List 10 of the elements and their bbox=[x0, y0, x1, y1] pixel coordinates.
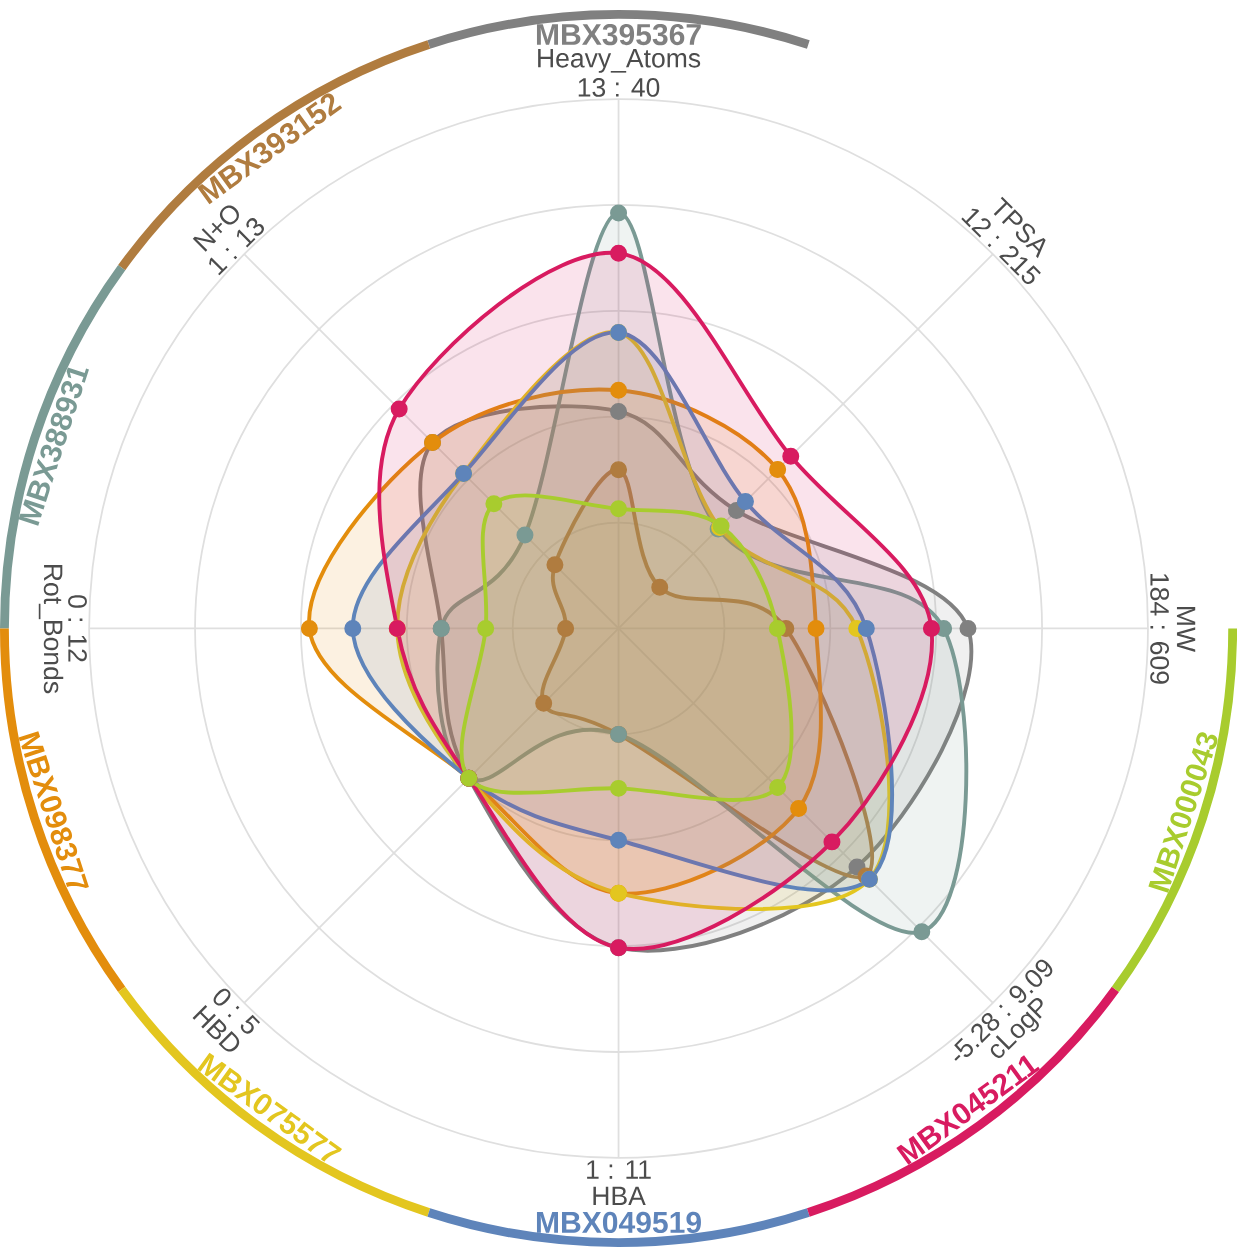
text: 13 : 40 bbox=[578, 78, 660, 97]
text: 184 : 609 bbox=[1150, 573, 1169, 684]
text: MBX049519 bbox=[536, 1211, 701, 1234]
spoke-label: MW bbox=[1176, 607, 1196, 652]
spoke-label: Rot_Bonds bbox=[38, 565, 64, 694]
text: 0 : 12 bbox=[68, 595, 87, 662]
text: MBX395367 bbox=[536, 23, 701, 46]
spoke-label: Heavy_Atoms bbox=[538, 49, 701, 73]
text: 1 : 11 bbox=[587, 1160, 651, 1179]
spoke-label: HBA bbox=[593, 1186, 646, 1206]
